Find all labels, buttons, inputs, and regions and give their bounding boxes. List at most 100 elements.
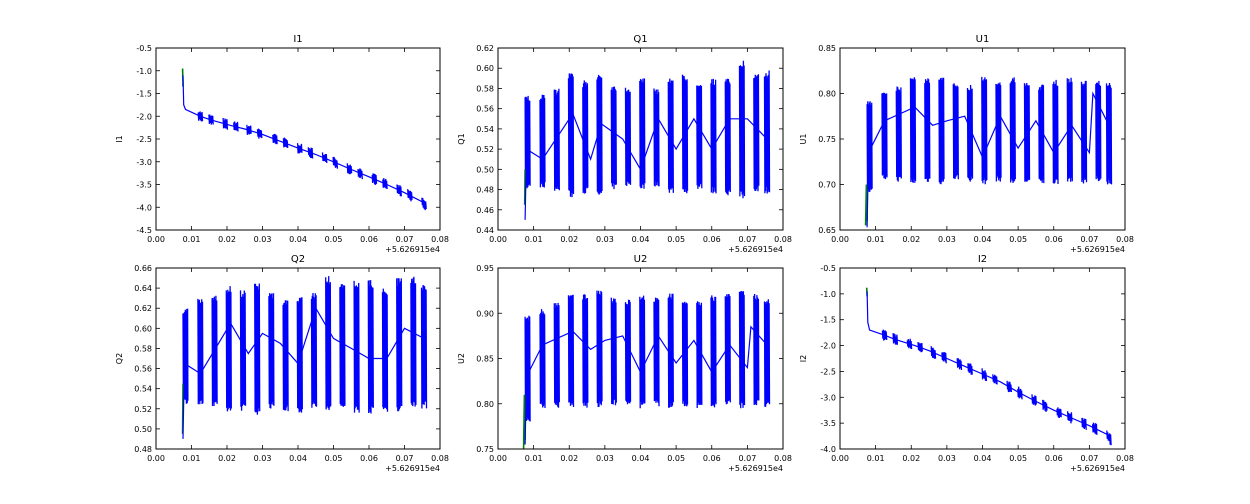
y-tick-label: 0.65 [818, 226, 836, 235]
x-offset-label: +5.626915e4 [385, 245, 440, 254]
plot-area [524, 291, 770, 449]
x-tick-label: 0.03 [938, 454, 956, 463]
y-tick-label: 0.54 [134, 385, 152, 394]
x-tick-label: 0.06 [1045, 454, 1063, 463]
y-tick-label: 0.50 [134, 425, 152, 434]
x-tick-label: 0.02 [218, 454, 236, 463]
oscillation-burst [569, 295, 574, 407]
y-tick-label: 0.62 [134, 304, 152, 313]
y-tick-label: 0.48 [134, 445, 152, 454]
x-tick-label: 0.08 [774, 454, 792, 463]
oscillation-burst [697, 85, 702, 189]
oscillation-burst [1096, 81, 1101, 181]
oscillation-burst [255, 284, 260, 415]
subplot-title: U2 [634, 254, 648, 265]
oscillation-burst [654, 89, 659, 187]
oscillation-burst [1010, 77, 1015, 182]
y-tick-label: 0.62 [476, 44, 494, 53]
y-tick-label: 0.80 [818, 90, 836, 99]
subplot-title: Q1 [633, 34, 647, 45]
x-tick-label: 0.07 [396, 454, 414, 463]
y-tick-label: -3.0 [820, 393, 836, 402]
oscillation-burst [269, 293, 274, 408]
oscillation-burst [611, 298, 616, 406]
y-tick-label: -3.5 [820, 419, 836, 428]
series-line-blue [183, 75, 425, 206]
plot-area [525, 61, 770, 220]
oscillation-burst [411, 277, 416, 407]
oscillation-burst [911, 77, 916, 183]
x-tick-label: 0.04 [974, 235, 992, 244]
oscillation-burst [554, 303, 559, 408]
oscillation-burst [1107, 83, 1112, 184]
y-tick-label: -2.5 [136, 135, 152, 144]
oscillation-burst [340, 284, 345, 407]
plot-area [183, 276, 427, 439]
x-tick-label: 0.04 [632, 454, 650, 463]
y-tick-label: 0.58 [476, 84, 494, 93]
x-tick-label: 0.02 [560, 235, 578, 244]
oscillation-burst [765, 299, 770, 407]
x-tick-label: 0.00 [147, 235, 165, 244]
y-tick-label: 0.48 [476, 186, 494, 195]
oscillation-burst [711, 295, 716, 407]
plot-area [867, 288, 1111, 446]
y-tick-label: 0.58 [134, 344, 152, 353]
x-tick-label: 0.07 [1080, 235, 1098, 244]
x-tick-label: 0.01 [867, 454, 885, 463]
oscillation-burst [668, 79, 673, 193]
x-tick-label: 0.01 [183, 454, 201, 463]
y-tick-label: 0.44 [476, 226, 494, 235]
oscillation-burst [354, 281, 359, 413]
x-tick-label: 0.06 [1045, 235, 1063, 244]
x-offset-label: +5.626915e4 [1070, 245, 1125, 254]
oscillation-burst [711, 79, 716, 193]
oscillation-burst [597, 291, 602, 407]
y-tick-label: 0.70 [818, 181, 836, 190]
oscillation-burst [640, 296, 645, 409]
oscillation-burst [569, 73, 574, 197]
y-tick-label: -1.5 [136, 90, 152, 99]
x-tick-label: 0.01 [867, 235, 885, 244]
oscillation-burst [326, 276, 331, 410]
y-tick-label: 0.90 [476, 309, 494, 318]
y-tick-label: -1.5 [820, 316, 836, 325]
x-tick-label: 0.03 [938, 235, 956, 244]
oscillation-burst [996, 83, 1001, 182]
y-tick-label: 0.66 [134, 264, 152, 273]
x-tick-label: 0.00 [489, 235, 507, 244]
series-line-blue [867, 291, 1110, 439]
oscillation-burst [583, 294, 588, 407]
oscillation-burst [626, 88, 631, 186]
oscillation-burst [397, 278, 402, 411]
x-tick-label: 0.08 [1116, 454, 1134, 463]
oscillation-burst [226, 286, 231, 411]
y-tick-label: 0.75 [818, 135, 836, 144]
y-tick-label: 0.52 [134, 405, 152, 414]
oscillation-burst [626, 300, 631, 405]
oscillation-burst [754, 74, 759, 191]
x-tick-label: 0.07 [396, 235, 414, 244]
x-offset-label: +5.626915e4 [728, 464, 783, 473]
y-tick-label: 0.50 [476, 165, 494, 174]
y-axis-label: U2 [457, 353, 466, 364]
oscillation-burst [540, 95, 545, 188]
y-tick-label: -3.0 [136, 158, 152, 167]
oscillation-burst [740, 291, 745, 408]
y-tick-label: -2.5 [820, 367, 836, 376]
x-tick-label: 0.08 [1116, 235, 1134, 244]
y-tick-label: 0.54 [476, 125, 494, 134]
y-axis-label: U1 [799, 134, 808, 145]
oscillation-burst [925, 78, 930, 181]
oscillation-burst [697, 301, 702, 408]
y-tick-label: -1.0 [136, 67, 152, 76]
x-tick-label: 0.08 [431, 235, 449, 244]
x-tick-label: 0.01 [525, 235, 543, 244]
y-tick-label: -0.5 [820, 264, 836, 273]
